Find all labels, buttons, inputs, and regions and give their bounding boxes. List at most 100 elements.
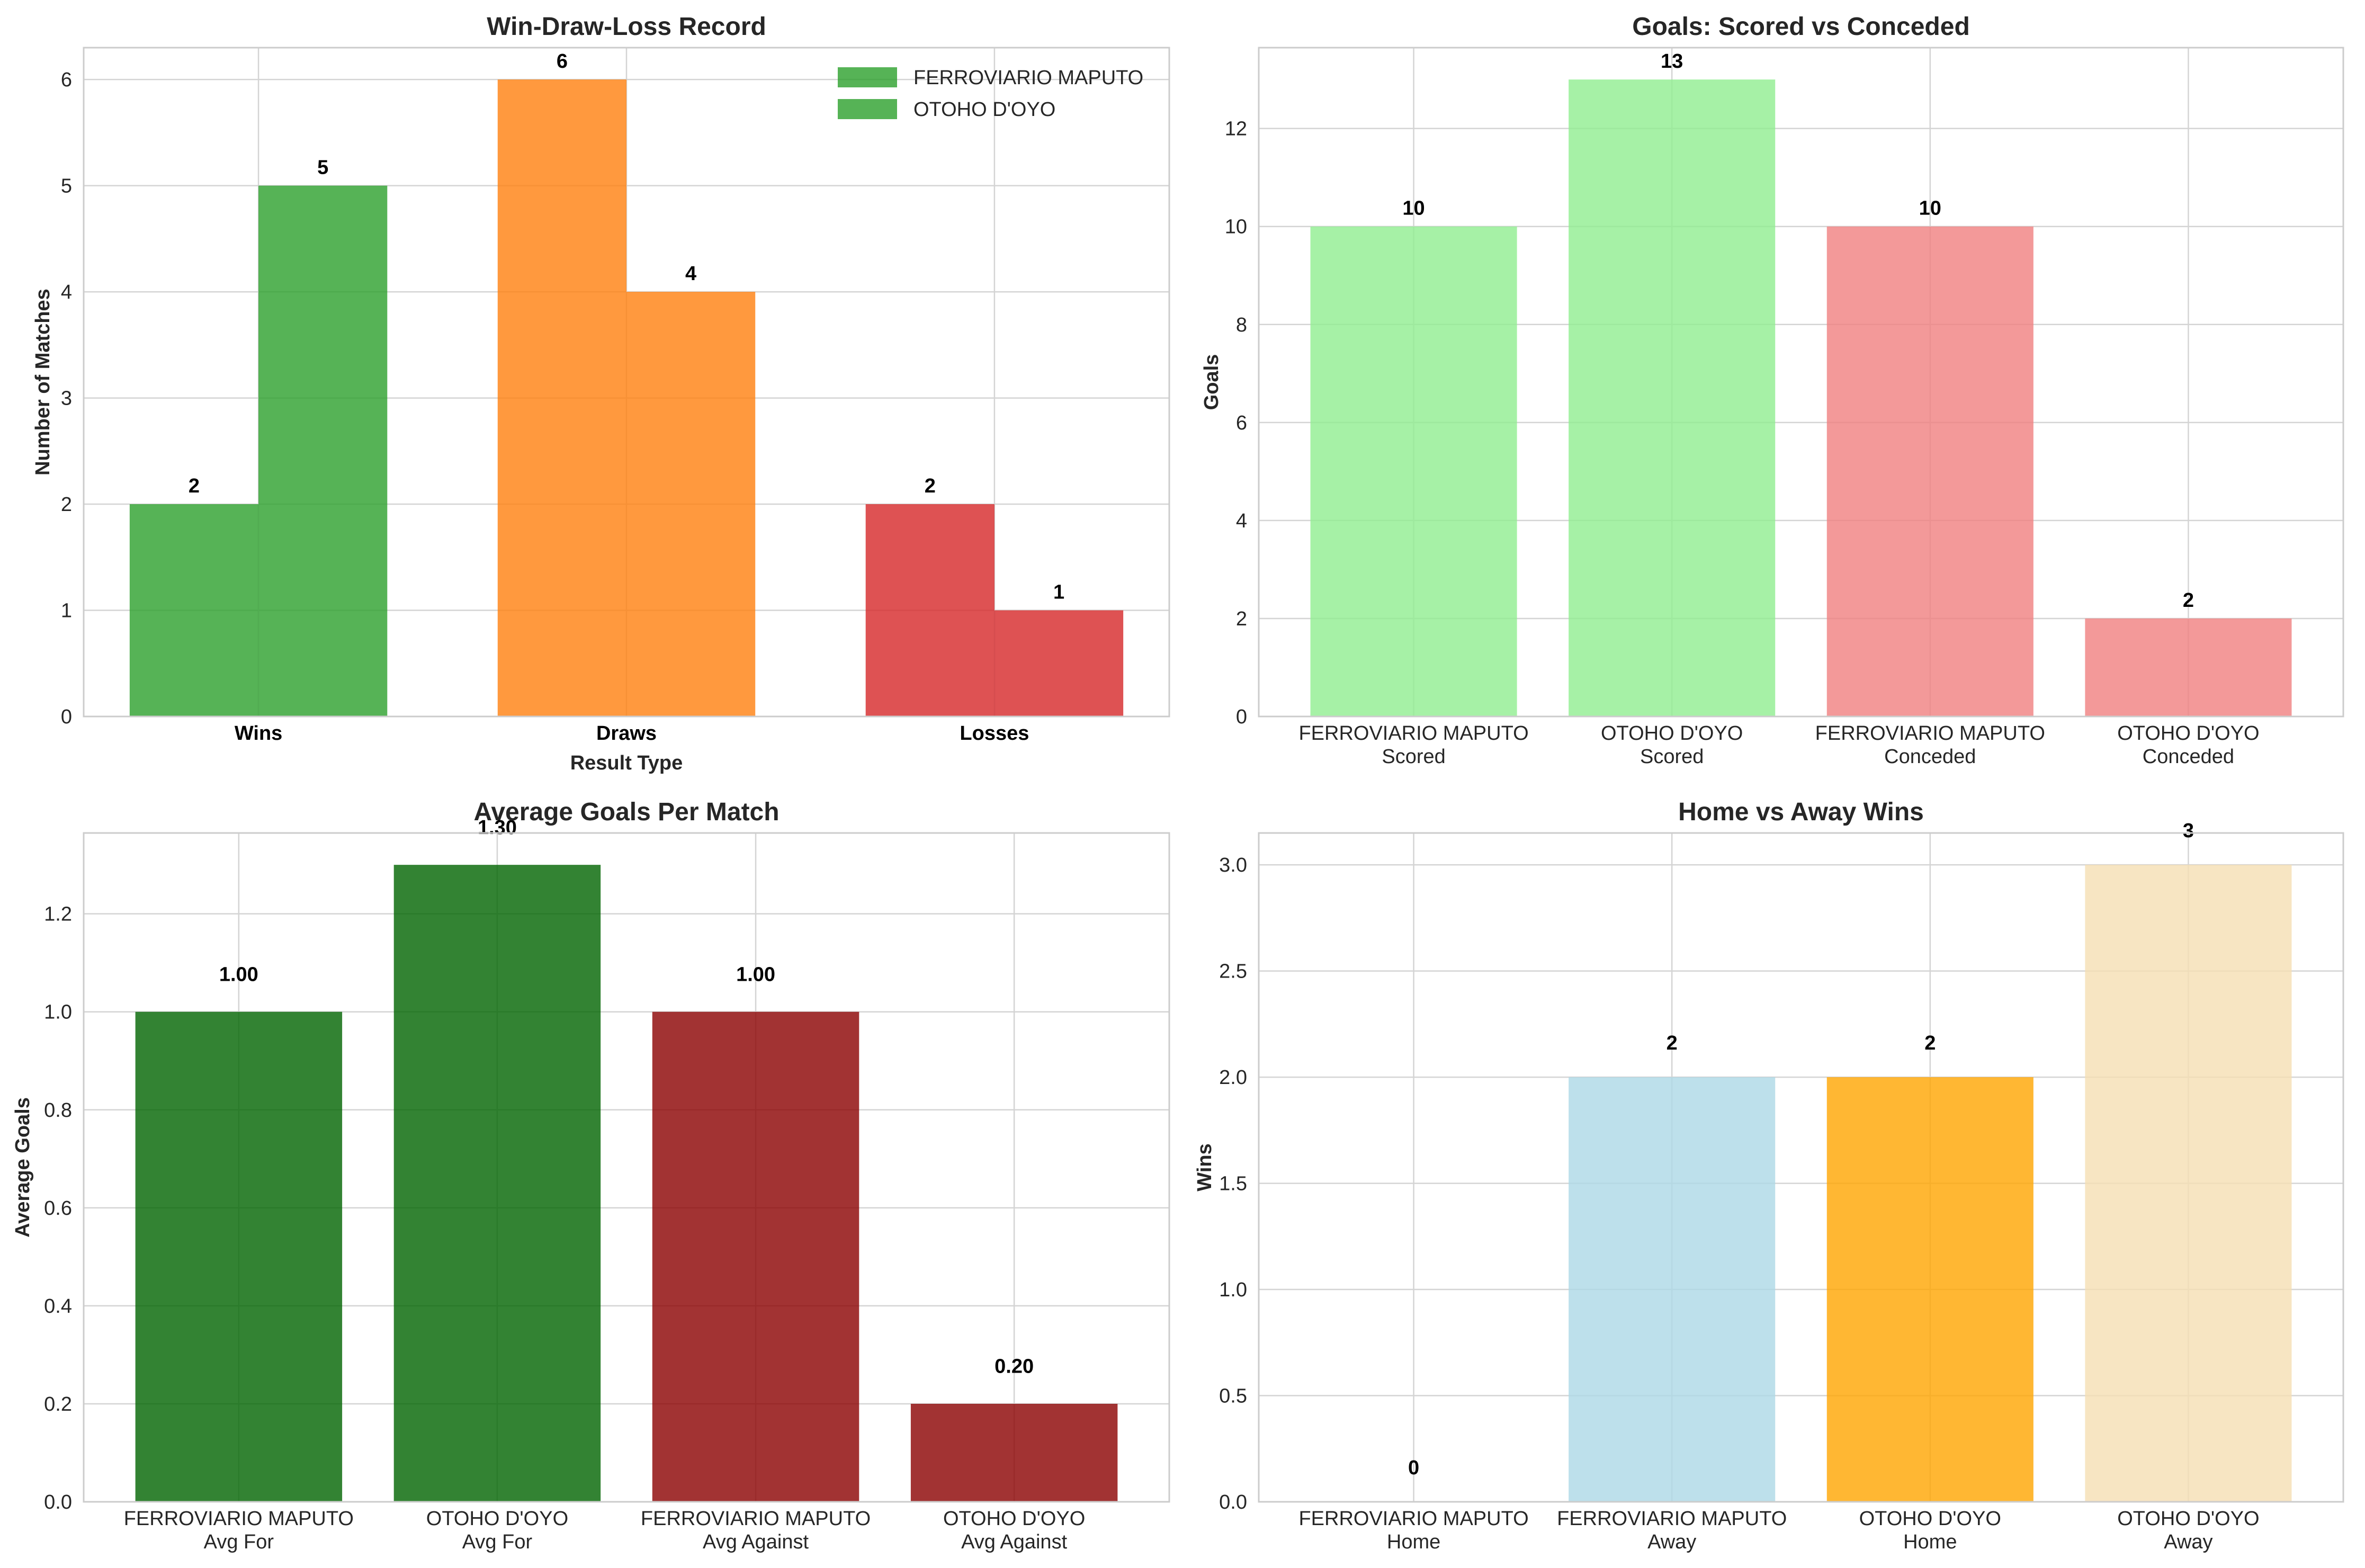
bar — [135, 1011, 343, 1502]
x-tick-label: Draws — [596, 722, 657, 745]
x-tick-label: Away — [2164, 1531, 2212, 1553]
data-label: 1.30 — [478, 817, 517, 839]
bar — [994, 610, 1124, 716]
bars — [135, 865, 1118, 1502]
data-label: 0.20 — [995, 1356, 1034, 1378]
y-tick-label: 1 — [61, 600, 72, 622]
y-tick-label: 8 — [1236, 314, 1247, 336]
bar — [2085, 865, 2292, 1502]
legend: FERROVIARIO MAPUTO OTOHO D'OYO — [838, 67, 1143, 121]
bar — [129, 504, 259, 716]
chart-title: Average Goals Per Match — [473, 798, 779, 826]
legend-label: FERROVIARIO MAPUTO — [913, 67, 1143, 89]
y-tick-label: 4 — [1236, 510, 1247, 532]
x-tick-label: OTOHO D'OYO — [426, 1508, 568, 1530]
bar — [1310, 226, 1517, 716]
x-tick-label: Conceded — [1884, 746, 1976, 768]
y-tick-label: 2.0 — [1219, 1067, 1247, 1089]
bar — [865, 504, 995, 716]
y-tick-label: 0 — [61, 706, 72, 728]
data-label: 10 — [1919, 198, 1941, 220]
y-tick-label: 0.6 — [44, 1197, 72, 1220]
axes-frame — [1258, 47, 2344, 718]
data-label: 5 — [317, 157, 328, 179]
axes-frame — [1258, 832, 2344, 1503]
x-tick-label: Home — [1903, 1531, 1957, 1553]
x-tick-label: Avg For — [462, 1531, 533, 1553]
subplot-1: 0 1 2 3 4 5 6 2 6 2 5 4 1 Wins Draws Losses Win-Draw-Los… — [32, 13, 1170, 774]
y-axis-label: Number of Matches — [32, 289, 54, 476]
y-tick-label: 2.5 — [1219, 961, 1247, 983]
y-tick-label: 6 — [1236, 412, 1247, 434]
y-tick-label: 0.0 — [44, 1491, 72, 1513]
data-label: 4 — [685, 263, 696, 285]
y-tick-label: 6 — [61, 69, 72, 91]
y-tick-label: 0.2 — [44, 1393, 72, 1415]
bar — [1826, 1077, 2033, 1502]
subplot-3: 0.0 0.2 0.4 0.6 0.8 1.0 1.2 1.00 1.30 1.00 0.20 FER… — [12, 798, 1170, 1553]
x-tick-label: OTOHO D'OYO — [1859, 1508, 2001, 1530]
x-tick-label: FERROVIARIO MAPUTO — [641, 1508, 871, 1530]
y-tick-label: 0.5 — [1219, 1385, 1247, 1408]
x-tick-label: FERROVIARIO MAPUTO — [1815, 722, 2045, 745]
axes-frame — [83, 832, 1170, 1503]
y-axis-label: Average Goals — [12, 1097, 34, 1238]
data-label: 0 — [1408, 1457, 1419, 1479]
y-axis-label: Wins — [1194, 1143, 1216, 1191]
x-tick-label: Conceded — [2143, 746, 2234, 768]
bar — [2085, 618, 2292, 716]
y-tick-label: 2 — [1236, 608, 1247, 630]
y-axis-label: Goals — [1201, 354, 1223, 410]
x-tick-label: OTOHO D'OYO — [2117, 1508, 2259, 1530]
data-label: 1.00 — [736, 963, 775, 985]
legend-label: OTOHO D'OYO — [913, 98, 1055, 121]
subplot-4: 0.0 0.5 1.0 1.5 2.0 2.5 3.0 0 2 2 3 FERROVIARIO MAP… — [1194, 798, 2344, 1553]
bar — [1826, 226, 2033, 716]
bars — [1310, 79, 2292, 717]
bars — [129, 79, 1124, 717]
data-label: 1.00 — [219, 963, 258, 985]
x-tick-label: Avg For — [204, 1531, 274, 1553]
x-tick-label: OTOHO D'OYO — [943, 1508, 1085, 1530]
y-tick-label: 4 — [61, 281, 72, 303]
y-tick-label: 10 — [1225, 216, 1247, 238]
x-tick-label: Wins — [235, 722, 282, 745]
x-tick-label: FERROVIARIO MAPUTO — [124, 1508, 354, 1530]
bar — [652, 1011, 859, 1502]
data-label: 2 — [1924, 1032, 1936, 1054]
x-tick-label: Away — [1647, 1531, 1696, 1553]
legend-swatch — [838, 67, 897, 87]
x-tick-label: Home — [1387, 1531, 1440, 1553]
chart-title: Win-Draw-Loss Record — [487, 13, 766, 41]
bar — [626, 292, 756, 716]
x-tick-label: Scored — [1382, 746, 1445, 768]
x-tick-label: OTOHO D'OYO — [2117, 722, 2259, 745]
x-tick-label: FERROVIARIO MAPUTO — [1298, 722, 1528, 745]
x-tick-label: OTOHO D'OYO — [1601, 722, 1743, 745]
bar — [1569, 1077, 1776, 1502]
y-tick-label: 1.0 — [44, 1001, 72, 1024]
y-tick-label: 0.4 — [44, 1295, 72, 1318]
x-tick-label: Avg Against — [703, 1531, 809, 1553]
x-tick-label: Avg Against — [961, 1531, 1067, 1553]
y-tick-label: 1.5 — [1219, 1173, 1247, 1195]
y-tick-label: 12 — [1225, 118, 1247, 140]
y-tick-label: 2 — [61, 494, 72, 516]
bar — [497, 79, 626, 717]
x-tick-label: Scored — [1640, 746, 1704, 768]
chart-title: Home vs Away Wins — [1678, 798, 1924, 826]
bar — [258, 185, 388, 717]
data-label: 6 — [557, 50, 568, 73]
x-tick-label: FERROVIARIO MAPUTO — [1298, 1508, 1528, 1530]
axes-frame — [83, 47, 1170, 718]
data-label: 2 — [1667, 1032, 1678, 1054]
bar — [910, 1403, 1118, 1502]
y-tick-label: 3.0 — [1219, 854, 1247, 876]
data-label: 10 — [1402, 198, 1425, 220]
data-label: 2 — [925, 475, 936, 497]
bar — [393, 865, 601, 1502]
x-tick-label: Losses — [960, 722, 1029, 745]
y-tick-label: 5 — [61, 175, 72, 198]
